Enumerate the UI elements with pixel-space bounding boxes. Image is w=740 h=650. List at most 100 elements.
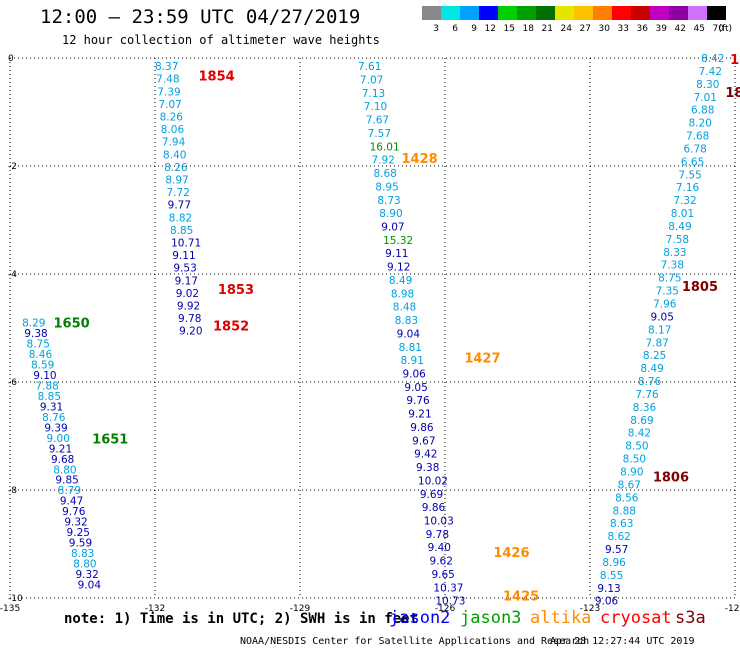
wave-height-value: 8.91 [401, 355, 424, 367]
wave-height-value: 9.92 [177, 301, 200, 313]
legend-swatch [707, 6, 726, 20]
pass-time-label: 1650 [54, 317, 90, 332]
wave-height-value: 9.62 [430, 556, 453, 568]
satellite-jason2: jason2 [389, 608, 451, 628]
wave-height-value: 8.30 [696, 79, 719, 91]
legend-swatch [517, 6, 536, 20]
wave-height-value: 7.67 [366, 115, 389, 127]
pass-time-label: 1806 [653, 471, 689, 486]
track-b: 8.299.388.758.468.599.107.888.859.318.76… [22, 318, 101, 592]
wave-height-value: 8.81 [399, 342, 422, 354]
wave-height-value: 9.11 [385, 248, 408, 260]
wave-height-value: 9.47 [60, 496, 83, 508]
wave-height-value: 7.72 [167, 187, 190, 199]
wave-height-value: 8.29 [22, 318, 45, 330]
wave-height-value: 9.32 [75, 569, 98, 581]
wave-height-value: 8.85 [38, 391, 61, 403]
wave-height-value: 7.07 [158, 99, 181, 111]
wave-height-value: 10.37 [433, 582, 463, 594]
wave-height-value: 9.57 [605, 544, 628, 556]
wave-height-value: 7.42 [699, 66, 722, 78]
wave-height-value: 8.98 [391, 288, 414, 300]
legend-swatch [669, 6, 688, 20]
wave-height-value: 7.92 [372, 155, 395, 167]
wave-height-value: 7.58 [666, 234, 689, 246]
color-legend: 3 6 9 12 15 18 21 24 27 30 33 36 39 42 45 70(ft) [422, 6, 732, 34]
wave-height-value: 8.73 [377, 195, 400, 207]
legend-label: 18 [523, 24, 535, 34]
wave-height-value: 6.78 [683, 143, 706, 155]
pass-time-label: 18 [725, 86, 740, 101]
wave-height-value: 7.87 [645, 337, 668, 349]
satellite-altika: altika [530, 608, 592, 628]
wave-height-value: 8.80 [73, 559, 96, 571]
wave-height-value: 7.48 [156, 74, 179, 86]
wave-height-value: 8.20 [689, 118, 712, 130]
wave-height-value: 8.68 [373, 168, 396, 180]
wave-height-value: 8.97 [165, 175, 188, 187]
wave-height-value: 9.07 [381, 221, 404, 233]
track-a: 8.377.487.397.078.268.067.948.408.268.97… [155, 61, 203, 338]
pass-time-label: 1427 [464, 352, 500, 367]
wave-height-value: 9.76 [406, 395, 430, 407]
wave-height-value: 7.16 [676, 182, 700, 194]
legend-label: 36 [637, 24, 649, 34]
track-d: 8.427.428.307.016.888.207.686.786.657.55… [595, 53, 725, 608]
wave-height-value: 9.78 [426, 529, 449, 541]
wave-height-value: 8.76 [42, 412, 66, 424]
wave-height-value: 9.06 [402, 368, 426, 380]
pass-time-label: 1852 [213, 319, 249, 334]
wave-height-value: 9.59 [69, 538, 92, 550]
wave-height-value: 8.56 [615, 492, 639, 504]
wave-height-value: 8.33 [663, 247, 686, 259]
wave-height-value: 8.85 [170, 225, 193, 237]
wave-height-value: 9.68 [51, 454, 74, 466]
wave-height-value: 8.48 [393, 302, 416, 314]
pass-time-label: 1425 [503, 589, 539, 604]
legend-swatch [688, 6, 707, 20]
wave-height-value: 8.06 [161, 124, 185, 136]
wave-height-value: 9.21 [49, 443, 72, 455]
x-tick-label: -126 [435, 604, 456, 614]
altimeter-tracks: 8.377.487.397.078.268.067.948.408.268.97… [22, 53, 724, 608]
wave-height-value: 9.05 [651, 311, 674, 323]
wave-height-value: 7.10 [364, 101, 387, 113]
legend-label: 45 [694, 24, 705, 34]
x-axis-ticks: -135 -132 -129 -126 -123 -120 [0, 604, 740, 614]
wave-height-value: 8.88 [613, 505, 636, 517]
wave-height-value: 8.25 [643, 350, 666, 362]
wave-height-value: 9.13 [597, 583, 620, 595]
wave-height-value: 6.65 [681, 156, 704, 168]
wave-height-value: 8.42 [628, 428, 651, 440]
legend-swatch [460, 6, 479, 20]
y-tick-label: -6 [8, 378, 17, 388]
wave-height-value: 7.38 [661, 260, 684, 272]
wave-height-value: 8.42 [701, 53, 724, 65]
wave-height-value: 9.38 [24, 328, 47, 340]
wave-height-value: 8.90 [379, 208, 402, 220]
legend-label: 24 [561, 24, 573, 34]
pass-time-label: 1853 [218, 283, 254, 298]
wave-height-value: 9.21 [408, 409, 431, 421]
x-tick-label: -129 [290, 604, 311, 614]
y-tick-label: -4 [8, 270, 17, 280]
wave-height-value: 7.96 [653, 299, 677, 311]
wave-height-value: 7.35 [656, 286, 679, 298]
wave-height-value: 7.61 [358, 61, 381, 73]
wave-height-value: 9.39 [44, 422, 67, 434]
page-title: 12:00 — 23:59 UTC 04/27/2019 [40, 6, 361, 28]
legend-swatch [574, 6, 593, 20]
wave-height-value: 9.32 [64, 517, 87, 529]
track-c: 7.617.077.137.107.677.5716.017.928.688.9… [358, 61, 465, 608]
wave-height-value: 8.49 [668, 221, 691, 233]
wave-height-value: 7.32 [673, 195, 696, 207]
legend-swatch [650, 6, 669, 20]
wave-height-value: 9.17 [175, 275, 198, 287]
wave-height-value: 9.02 [176, 288, 199, 300]
wave-height-value: 9.25 [67, 527, 90, 539]
pass-time-label: 1428 [402, 152, 438, 167]
wave-height-value: 9.86 [410, 422, 434, 434]
wave-height-value: 8.90 [620, 466, 643, 478]
